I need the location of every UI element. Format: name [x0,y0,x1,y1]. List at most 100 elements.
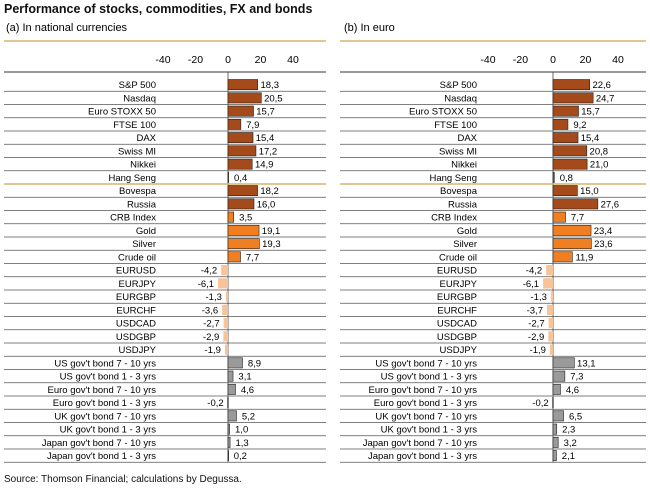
panel-b-value-label: -3,7 [527,305,543,316]
panel-b-bar [546,265,553,276]
panel-b-category-label: S&P 500 [440,80,477,91]
panel-b-tick-label: 40 [612,54,624,66]
panel-b-value-label: -0,2 [532,398,548,409]
panel-b-value-label: 2,1 [562,451,575,462]
panel-a-value-label: 18,3 [260,80,279,91]
panel-a-tick-label: -20 [188,54,203,66]
panel-a-category-label: Euro gov't bond 1 - 3 yrs [53,398,156,409]
panel-a-tick-label: 40 [287,54,299,66]
panel-b-bar [552,185,578,197]
panel-a-category-label: Swiss MI [118,146,156,157]
panel-a-bar [227,185,258,197]
panel-a-category-label: CRB Index [110,213,156,224]
panel-b-bar [552,423,558,435]
panel-a-bar [227,145,257,157]
panel-b-bar [552,450,557,462]
panel-b-value-label: 15,0 [580,186,599,197]
panel-b-category-label: Japan gov't bond 7 - 10 yrs [363,438,478,449]
panel-a-value-label: 16,0 [257,199,276,210]
panel-b-bar [550,291,553,302]
panel-b-category-label: EURJPY [440,279,478,290]
source-note: Source: Thomson Financial; calculations … [4,474,242,485]
panel-b-category-label: Hang Seng [429,173,477,184]
panel-b-category-label: USDGBP [437,332,477,343]
panel-a-value-label: 8,9 [248,358,261,369]
panel-b-category-label: CRB Index [431,213,477,224]
panel-b-value-label: 11,9 [575,252,593,263]
panel-b-value-label: -2,7 [528,319,544,330]
panel-a-value-label: 4,6 [241,385,254,396]
panel-b-bar [552,436,559,448]
panel-b-title: (b) In euro [344,22,395,34]
panel-a-category-label: USDCAD [116,319,156,330]
panel-a-bar [227,211,234,223]
panel-a-bar [227,132,254,144]
panel-b-bar [552,158,588,170]
panel-b-value-label: 0,8 [560,173,573,184]
panel-a-value-label: -1,9 [205,345,221,356]
panel-b-category-label: Silver [453,239,477,250]
panel-b-value-label: -1,9 [530,345,546,356]
panel-b-bar [548,318,553,329]
panel-b-category-label: Nikkei [451,160,477,171]
panel-a-value-label: -2,7 [203,319,219,330]
panel-a-category-label: Nikkei [130,160,156,171]
panel-b-value-label: 15,7 [581,107,600,118]
panel-a-value-label: 17,2 [259,146,278,157]
panel-a-value-label: 3,5 [239,213,252,224]
panel-a-bar [227,224,260,236]
panel-b-bar [552,251,573,263]
panel-a-bar [227,198,255,210]
panel-a-category-label: Bovespa [119,186,157,197]
panel-a-value-label: 20,5 [264,93,283,104]
panel-b-value-label: 6,5 [569,411,582,422]
panel-b-category-label: UK gov't bond 1 - 3 yrs [381,425,478,436]
panel-b-category-label: FTSE 100 [434,120,477,131]
panel-a-bar [227,410,237,422]
panel-a-category-label: DAX [136,133,156,144]
panel-b-bar [552,105,579,117]
panel-a-value-label: 18,2 [260,186,279,197]
panel-b-category-label: EURUSD [437,266,477,277]
panel-a-value-label: 7,7 [246,252,259,263]
panel-a-value-label: 0,4 [234,173,247,184]
panel-b-bar [552,145,588,157]
panel-b-value-label: 13,1 [577,358,596,369]
panel-a-bar [218,278,228,289]
panel-b-value-label: 23,6 [594,239,613,250]
panel-a-value-label: 5,2 [242,411,255,422]
panel-b-category-label: US gov't bond 1 - 3 yrs [381,372,478,383]
panel-a-tick-label: 20 [255,54,267,66]
panel-b-value-label: 7,3 [570,372,583,383]
panel-a-category-label: Gold [136,226,156,237]
panel-b-bar [552,118,569,130]
panel-a-title: (a) In national currencies [6,22,128,34]
panel-a-category-label: Euro gov't bond 7 - 10 yrs [48,385,157,396]
panel-b-category-label: UK gov't bond 7 - 10 yrs [375,411,477,422]
panel-a-category-label: EURGBP [116,292,156,303]
panel-b-tick-label: -40 [480,54,495,66]
panel-a-bar [227,118,242,130]
panel-b-tick-label: -20 [513,54,528,66]
panel-a-bar [227,383,236,395]
panel-a-value-label: 14,9 [255,160,274,171]
panel-b-category-label: USDCAD [437,319,477,330]
panel-b-category-label: Bovespa [440,186,478,197]
panel-a-bar [227,158,253,170]
panel-b-value-label: -2,9 [528,332,544,343]
panel-a-category-label: S&P 500 [119,80,156,91]
panel-b-bar [552,383,561,395]
panel-a-category-label: Japan gov't bond 7 - 10 yrs [42,438,157,449]
panel-b-value-label: 15,4 [581,133,600,144]
panel-a-value-label: -2,9 [203,332,219,343]
panel-a-category-label: USDJPY [119,345,157,356]
panel-a-value-label: 3,1 [238,372,251,383]
panel-b-value-label: 7,7 [571,213,584,224]
panel-b-bar [552,211,566,223]
panel-a-value-label: 1,0 [235,425,248,436]
panel-b-bar [543,278,553,289]
panel-b-category-label: Japan gov't bond 1 - 3 yrs [368,451,477,462]
panel-a-bar [227,397,229,409]
panel-b-value-label: 20,8 [590,146,609,157]
